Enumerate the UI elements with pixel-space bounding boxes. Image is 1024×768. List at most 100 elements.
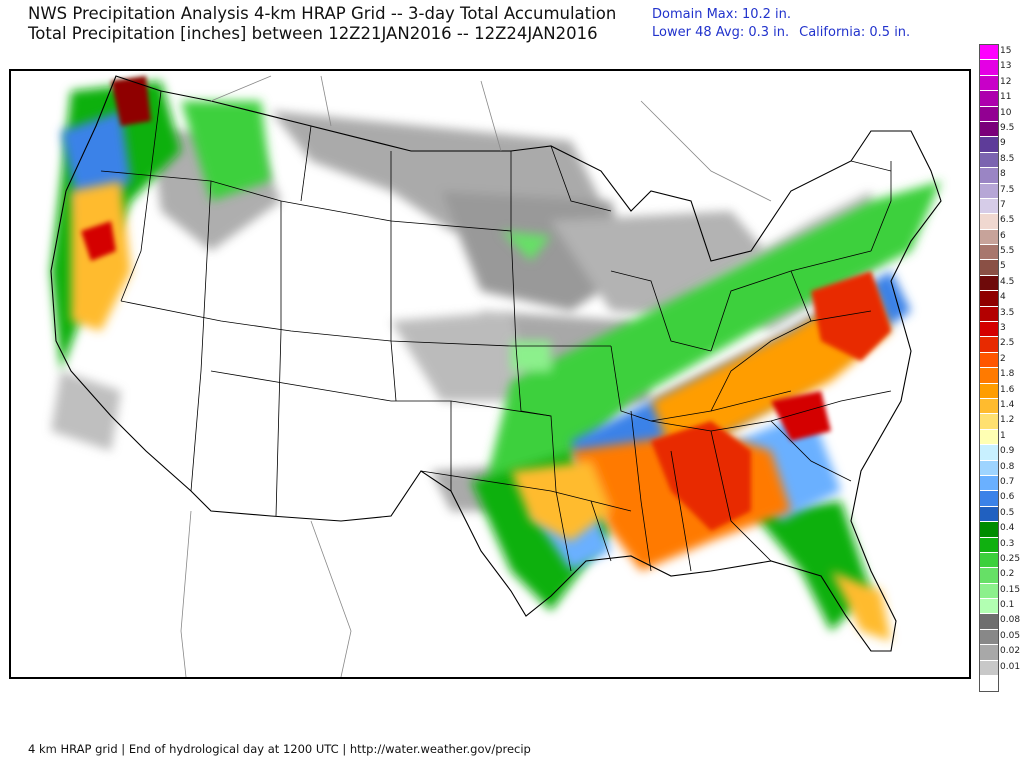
title-line-1: NWS Precipitation Analysis 4-km HRAP Gri…	[28, 4, 617, 23]
legend-label: 7	[1000, 199, 1006, 210]
legend-swatch	[980, 291, 998, 307]
legend-swatch	[980, 198, 998, 215]
legend-swatch	[980, 506, 998, 523]
legend-swatch	[980, 260, 998, 276]
legend-label: 0.25	[1000, 553, 1021, 564]
legend-swatch	[980, 352, 998, 369]
legend-label: 1.6	[1000, 384, 1015, 395]
legend-swatch	[980, 183, 998, 199]
legend-swatch	[980, 614, 998, 630]
legend-label: 1.2	[1000, 415, 1015, 426]
domain-max: Domain Max: 10.2 in.	[652, 7, 792, 22]
legend-swatch	[980, 214, 998, 230]
legend-swatch	[980, 568, 998, 584]
legend-swatch	[980, 552, 998, 569]
legend-label: 15	[1000, 46, 1012, 56]
legend-label: 0.3	[1000, 538, 1015, 549]
legend-swatch	[980, 491, 998, 507]
legend-swatch	[980, 445, 998, 461]
legend-swatch	[980, 599, 998, 615]
legend-label: 0.8	[1000, 461, 1015, 472]
legend-label: 11	[1000, 92, 1012, 103]
footer-text: 4 km HRAP grid | End of hydrological day…	[28, 742, 531, 756]
legend-swatch	[980, 275, 998, 292]
legend-swatch	[980, 645, 998, 661]
legend-swatch	[980, 229, 998, 246]
legend-swatch	[980, 337, 998, 353]
legend-label: 9.5	[1000, 122, 1015, 133]
stats-block: Domain Max: 10.2 in. Lower 48 Avg: 0.3 i…	[652, 6, 920, 42]
legend-swatch	[980, 306, 998, 323]
legend-label: 2	[1000, 353, 1006, 364]
legend-swatch	[980, 414, 998, 430]
country-outline	[50, 75, 942, 652]
lower48-avg: Lower 48 Avg: 0.3 in.	[652, 25, 790, 40]
legend-swatch	[980, 522, 998, 538]
legend-label: 0.05	[1000, 630, 1021, 641]
legend-swatch	[980, 60, 998, 76]
legend-label: 12	[1000, 76, 1012, 87]
legend-label: 8.5	[1000, 153, 1015, 164]
legend-label: 1	[1000, 430, 1006, 441]
legend-label: 0.9	[1000, 446, 1015, 457]
legend-label: 0.01	[1000, 661, 1021, 672]
precipitation-map	[9, 69, 971, 679]
legend-swatch	[980, 121, 998, 138]
legend-label: 1.4	[1000, 399, 1015, 410]
legend-label: 13	[1000, 61, 1012, 72]
legend-swatch	[980, 583, 998, 600]
legend-swatch	[980, 91, 998, 107]
map-title: NWS Precipitation Analysis 4-km HRAP Gri…	[28, 4, 616, 44]
legend-label: 3	[1000, 323, 1006, 334]
legend-label: 0.2	[1000, 569, 1015, 580]
legend-label: 6	[1000, 230, 1006, 241]
legend-swatch	[980, 137, 998, 153]
legend-label: 0.6	[1000, 492, 1015, 503]
neighbor-boundaries	[180, 75, 772, 677]
legend-label: 0.4	[1000, 523, 1015, 534]
legend-label: 0.02	[1000, 646, 1021, 657]
legend-label: 1.8	[1000, 369, 1015, 380]
legend-swatch	[980, 322, 998, 338]
legend-label: 2.5	[1000, 338, 1015, 349]
legend-label: 6.5	[1000, 215, 1015, 226]
legend-swatch	[980, 676, 998, 692]
legend-label: 4.5	[1000, 276, 1015, 287]
legend-label: 0.15	[1000, 584, 1021, 595]
map-svg	[11, 71, 969, 677]
legend-swatch	[980, 537, 998, 553]
legend-swatch	[980, 368, 998, 384]
legend-swatch	[980, 475, 998, 492]
legend-swatch	[980, 398, 998, 415]
legend-swatch	[980, 75, 998, 92]
legend-swatch	[980, 152, 998, 169]
state-boundaries	[100, 90, 892, 572]
legend-labels: 15 13 12 11 10 9.5 9 8.5 8 7.5 7 6.5 6 5.5 5 4.5 4 3.5 3 2.…	[1000, 44, 1020, 690]
legend-swatch	[980, 245, 998, 261]
legend-label: 8	[1000, 169, 1006, 180]
california-avg: California: 0.5 in.	[799, 25, 911, 40]
legend-label: 10	[1000, 107, 1012, 118]
legend-swatch	[980, 106, 998, 122]
legend-swatch	[980, 660, 998, 677]
legend-label: 0.1	[1000, 600, 1015, 611]
color-legend	[979, 44, 999, 693]
legend-swatch	[980, 429, 998, 446]
legend-label: 9	[1000, 138, 1006, 149]
legend-label	[1000, 675, 1020, 690]
legend-label: 5.5	[1000, 246, 1015, 257]
legend-swatch	[980, 460, 998, 476]
legend-label: 4	[1000, 292, 1006, 303]
legend-swatch	[980, 45, 998, 61]
legend-label: 3.5	[1000, 307, 1015, 318]
legend-label: 0.08	[1000, 615, 1021, 626]
legend-label: 5	[1000, 261, 1006, 272]
title-line-2: Total Precipitation [inches] between 12Z…	[28, 24, 598, 43]
legend-swatch	[980, 383, 998, 399]
legend-swatch	[980, 168, 998, 184]
legend-swatch	[980, 629, 998, 646]
legend-label: 7.5	[1000, 184, 1015, 195]
precip-field-red	[81, 76, 891, 531]
legend-label: 0.7	[1000, 476, 1015, 487]
legend-label: 0.5	[1000, 507, 1015, 518]
